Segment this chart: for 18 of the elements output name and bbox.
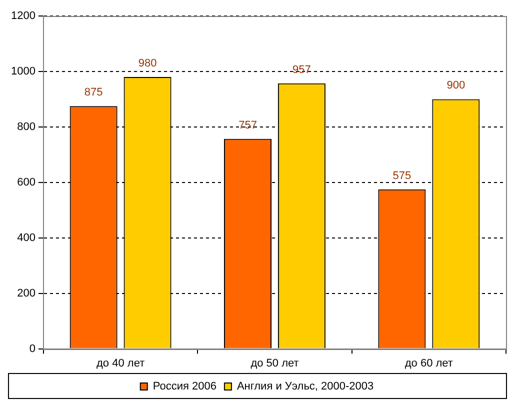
data-label: 980 [138, 58, 157, 70]
legend-label: Англия и Уэльс, 2000-2003 [236, 380, 374, 393]
y-tick-label: 800 [17, 120, 36, 133]
data-label: 900 [446, 80, 466, 92]
data-label: 957 [292, 64, 311, 76]
y-tick-label: 400 [17, 232, 36, 244]
x-tick-label: до 40 лет [96, 357, 145, 370]
legend-label: Россия 2006 [152, 380, 216, 393]
data-label: 575 [392, 170, 412, 182]
data-label: 757 [238, 119, 257, 132]
y-tick-label: 600 [17, 176, 36, 188]
y-tick-label: 0 [29, 342, 36, 355]
data-label: 875 [84, 86, 103, 99]
x-tick-label: до 60 лет [404, 357, 453, 370]
y-tick-label: 1200 [10, 10, 36, 22]
y-tick-label: 200 [17, 287, 36, 300]
x-tick-label: до 50 лет [250, 357, 299, 370]
y-tick-label: 1000 [10, 66, 36, 78]
